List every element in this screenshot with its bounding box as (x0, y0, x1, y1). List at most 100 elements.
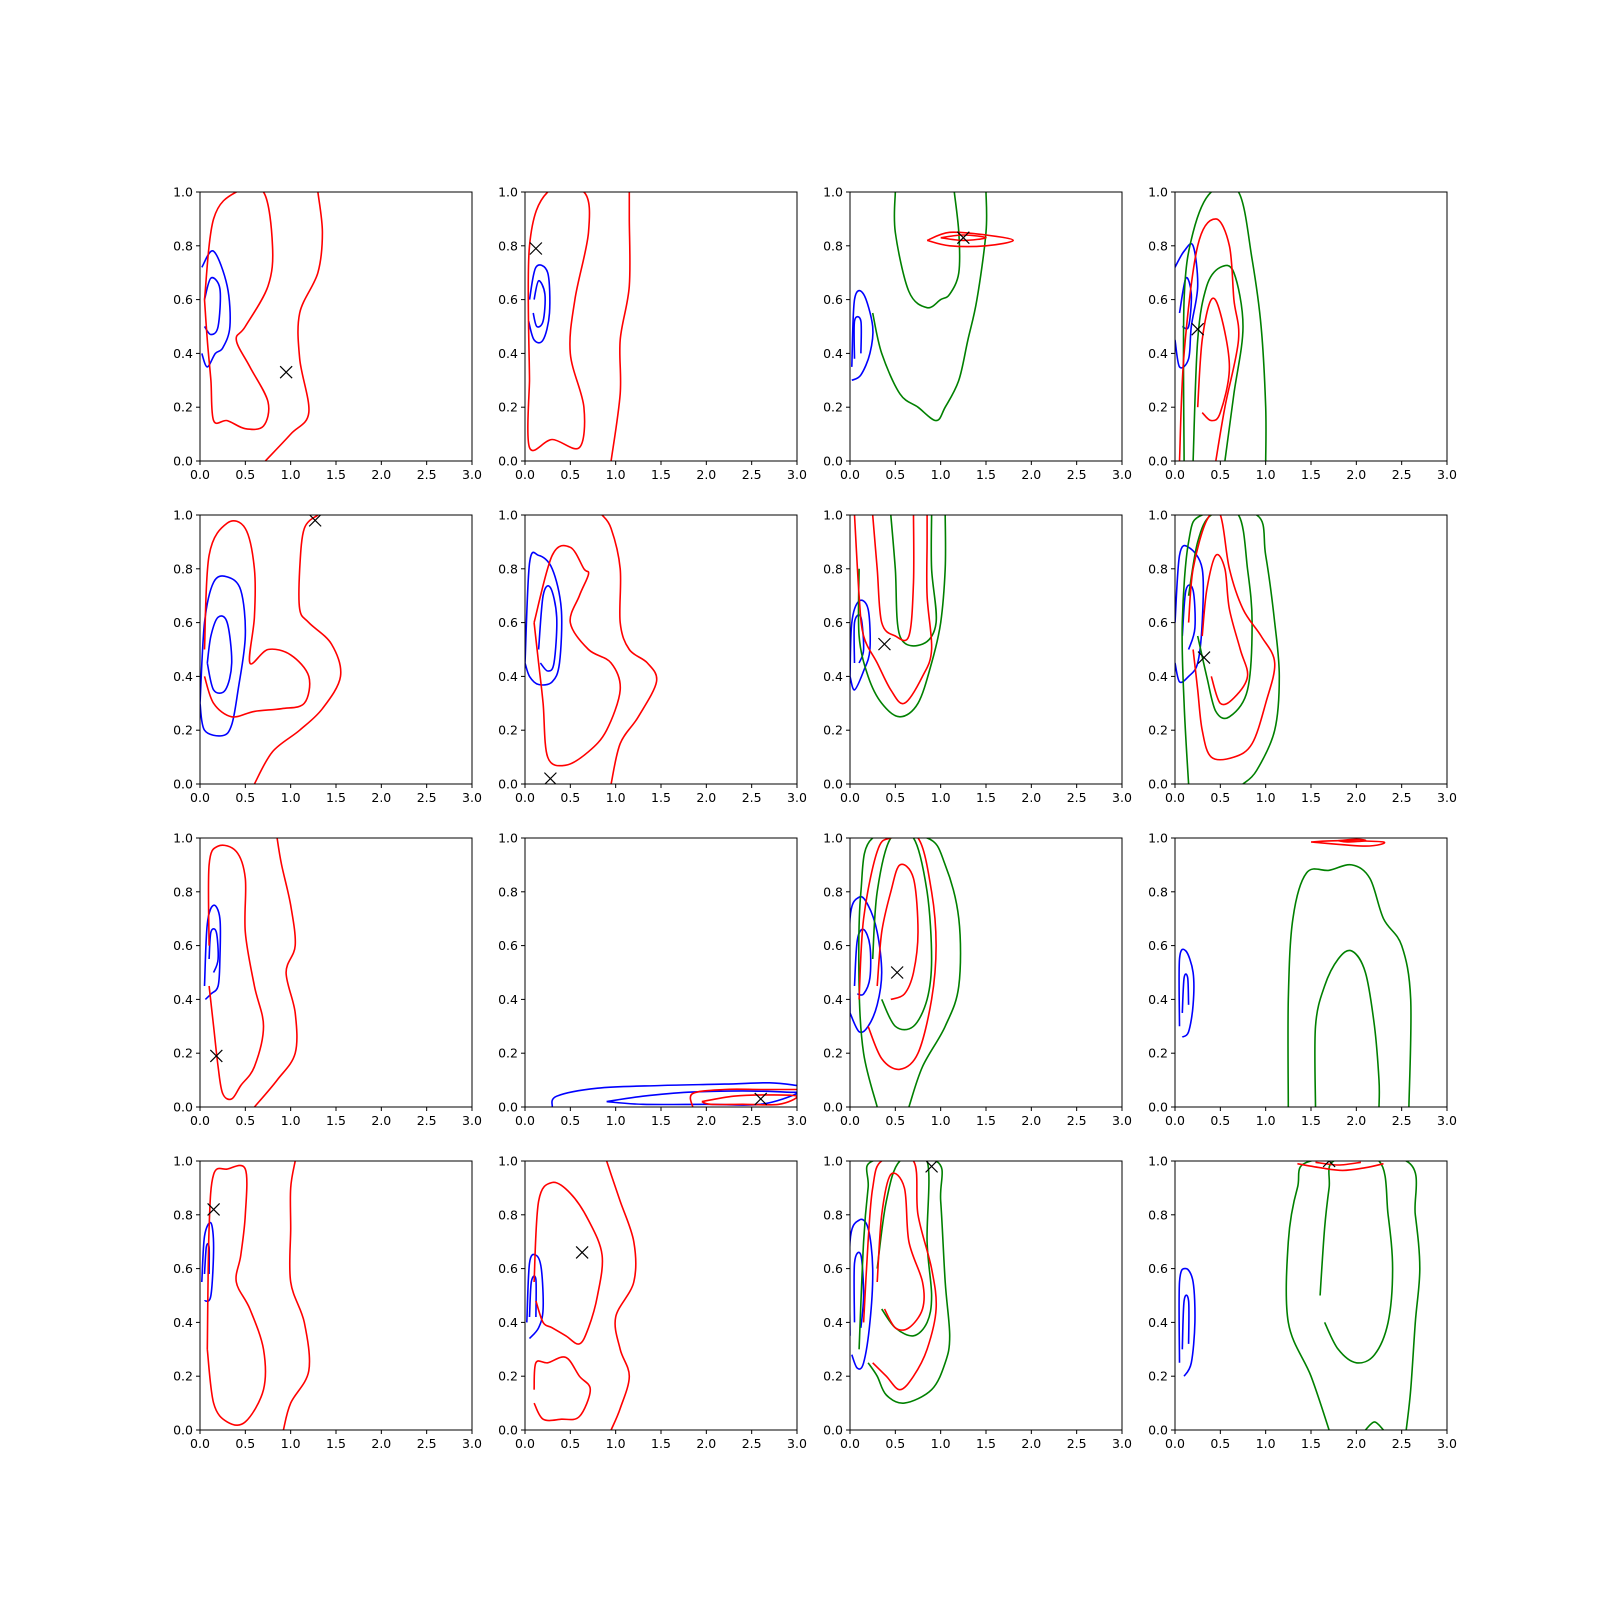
contour-green-3 (1285, 1161, 1421, 1430)
plot-area (1175, 515, 1281, 784)
contour-blue-2 (853, 928, 872, 996)
x-tick-label: 3.0 (1437, 1113, 1457, 1128)
x-tick-label: 3.0 (1112, 1436, 1132, 1451)
contour-green-4 (890, 515, 938, 647)
y-tick-label: 0.4 (1148, 1315, 1168, 1330)
y-tick-label: 0.0 (173, 777, 193, 792)
x-tick-label: 1.0 (1256, 1113, 1276, 1128)
x-tick-label: 1.0 (606, 467, 626, 482)
marker-x (890, 966, 904, 979)
y-tick-label: 0.2 (1148, 1369, 1168, 1384)
x-tick-label: 3.0 (462, 467, 482, 482)
y-tick-label: 0.8 (1148, 561, 1168, 576)
contour-green-3 (857, 515, 947, 718)
marker-x (279, 365, 293, 379)
y-tick-label: 1.0 (498, 1154, 518, 1169)
y-tick-label: 0.2 (823, 400, 843, 415)
marker-x (956, 231, 970, 245)
x-tick-label: 3.0 (1437, 1436, 1457, 1451)
x-tick-label: 0.0 (190, 467, 210, 482)
x-tick-label: 2.5 (1067, 1113, 1087, 1128)
contour-green-3 (1182, 192, 1267, 461)
axes-frame (849, 1160, 1123, 1431)
plot-area (551, 1081, 797, 1107)
x-tick-label: 0.5 (560, 790, 580, 805)
contour-red-6 (1338, 838, 1367, 843)
contour-red-5 (926, 231, 1014, 248)
x-tick-label: 1.5 (976, 790, 996, 805)
subplot-3-4: 0.0 0.5 1.0 1.5 2.0 2.5 3.0 0.0 0.2 0.4 0.6 0.8 1.0 (1148, 831, 1457, 1129)
y-tick-label: 0.6 (173, 615, 193, 630)
contour-blue-2 (206, 615, 233, 694)
y-tick-label: 0.8 (498, 238, 518, 253)
y-tick-label: 1.0 (823, 1154, 843, 1169)
x-tick-label: 1.0 (931, 790, 951, 805)
contour-blue-1 (201, 1221, 215, 1303)
y-tick-label: 0.2 (173, 400, 193, 415)
plot-area (851, 192, 1014, 422)
x-tick-label: 1.5 (1301, 1436, 1321, 1451)
x-tick-label: 0.5 (235, 467, 255, 482)
x-tick-label: 0.5 (235, 1436, 255, 1451)
y-tick-label: 1.0 (498, 508, 518, 523)
axes-frame (199, 837, 473, 1108)
x-tick-label: 1.0 (1256, 467, 1276, 482)
y-tick-label: 1.0 (498, 831, 518, 846)
contour-green-4 (871, 192, 988, 422)
x-tick-label: 3.0 (787, 1113, 807, 1128)
axes-frame (524, 514, 798, 785)
x-tick-label: 1.5 (1301, 1113, 1321, 1128)
x-tick-label: 0.5 (885, 1436, 905, 1451)
y-tick-label: 1.0 (1148, 185, 1168, 200)
contour-blue-1 (851, 289, 874, 382)
x-tick-label: 0.5 (1210, 1436, 1230, 1451)
x-tick-label: 1.5 (651, 790, 671, 805)
contour-red-4 (701, 1094, 797, 1106)
x-tick-label: 2.0 (1346, 1436, 1366, 1451)
y-tick-label: 0.0 (173, 1100, 193, 1115)
y-tick-label: 1.0 (173, 508, 193, 523)
x-tick-label: 3.0 (462, 1113, 482, 1128)
x-tick-label: 1.5 (326, 1113, 346, 1128)
x-tick-label: 0.0 (515, 790, 535, 805)
y-tick-label: 0.8 (173, 561, 193, 576)
x-tick-label: 1.0 (931, 467, 951, 482)
y-tick-label: 0.0 (1148, 1423, 1168, 1438)
x-tick-label: 1.5 (326, 790, 346, 805)
contour-red-3 (203, 192, 274, 431)
y-tick-label: 0.0 (823, 777, 843, 792)
contour-red-5 (862, 1161, 938, 1391)
marker-x (308, 515, 322, 527)
y-tick-label: 0.8 (173, 1207, 193, 1222)
subplot-4-1: 0.0 0.5 1.0 1.5 2.0 2.5 3.0 0.0 0.2 0.4 0.6 0.8 1.0 (173, 1154, 482, 1452)
marker-x (754, 1092, 768, 1106)
y-tick-label: 0.8 (823, 884, 843, 899)
x-tick-label: 1.0 (281, 467, 301, 482)
contour-green-4 (871, 838, 933, 1031)
contour-green-5 (1364, 1421, 1385, 1430)
y-tick-label: 0.8 (823, 238, 843, 253)
x-tick-label: 1.0 (931, 1113, 951, 1128)
x-tick-label: 2.5 (742, 1436, 762, 1451)
x-tick-label: 1.5 (326, 1436, 346, 1451)
subplot-1-2: 0.0 0.5 1.0 1.5 2.0 2.5 3.0 0.0 0.2 0.4 0.6 0.8 1.0 (498, 185, 807, 483)
axes-frame (199, 1160, 473, 1431)
contour-red-6 (940, 234, 987, 242)
y-tick-label: 1.0 (823, 508, 843, 523)
contour-red-3 (533, 1181, 604, 1345)
marker-x (529, 242, 543, 255)
y-tick-label: 0.8 (173, 884, 193, 899)
marker-x (1191, 322, 1205, 336)
y-tick-label: 1.0 (173, 185, 193, 200)
x-tick-label: 2.0 (371, 790, 391, 805)
x-tick-label: 2.5 (417, 467, 437, 482)
contour-red-4 (253, 838, 298, 1107)
plot-area (525, 515, 658, 784)
x-tick-label: 0.5 (235, 790, 255, 805)
contour-blue-1 (850, 895, 883, 1034)
x-tick-label: 1.0 (281, 1436, 301, 1451)
x-tick-label: 2.0 (1346, 1113, 1366, 1128)
contour-blue-2 (532, 279, 546, 328)
contour-red-6 (1196, 297, 1231, 422)
x-tick-label: 3.0 (1112, 1113, 1132, 1128)
